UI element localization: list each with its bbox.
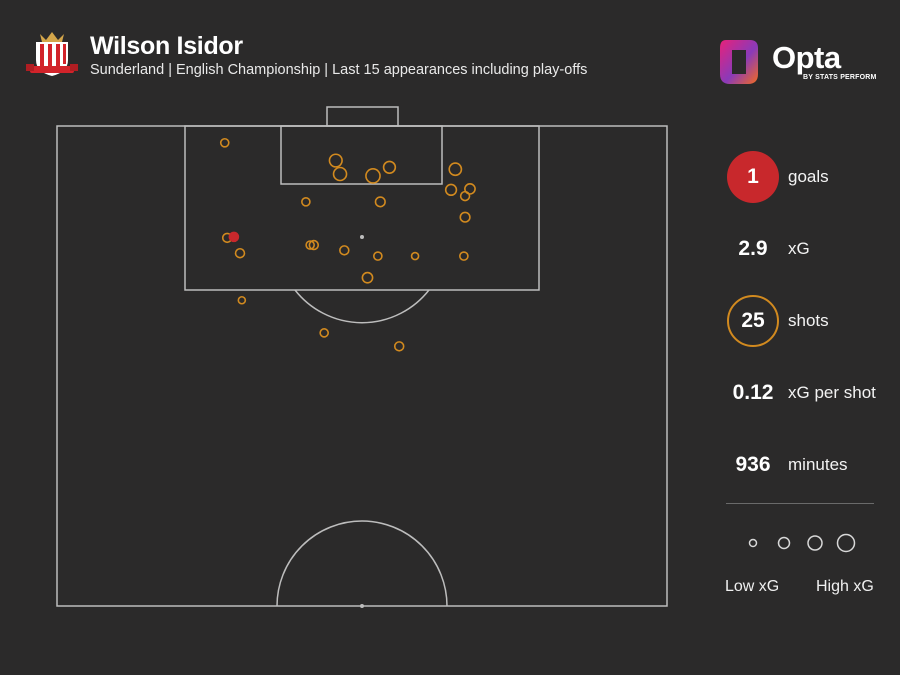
shot-marker [308,239,320,251]
sunderland-crest-icon [26,32,78,76]
penalty-area [184,125,540,291]
xg-per-shot-value: 0.12 [732,381,774,404]
page-title: Wilson Isidor [90,32,243,60]
pitch-outline [56,125,668,607]
stat-goals: 1 goals [724,151,894,207]
minutes-label: minutes [788,455,848,474]
divider [726,503,874,504]
shot-marker [459,251,469,261]
shot-marker [361,271,374,284]
shots-badge [727,295,779,347]
shots-label: shots [788,311,829,330]
shot-marker [237,295,247,305]
shot-marker [332,166,348,182]
legend-low-label: Low xG [725,578,780,595]
page-subtitle: Sunderland | English Championship | Last… [90,62,588,78]
shots-layer [219,137,476,352]
shot-marker [444,183,458,197]
legend-circle-medium-high [807,535,823,551]
stat-xg: 2.9 xG [724,223,894,279]
minutes-value: 936 [735,453,771,476]
shot-marker [459,190,471,202]
header: Wilson Isidor Sunderland | English Champ… [0,0,900,100]
penalty-arc [294,289,430,324]
xg-size-legend [748,533,856,553]
shot-marker [319,328,330,338]
stat-shots: 25 shots [724,295,894,351]
shot-marker [393,341,405,352]
goal [326,106,399,127]
shot-marker [339,245,350,256]
opta-wordmark: Opta [772,40,841,75]
shot-marker [328,153,343,168]
centre-circle [276,520,448,607]
shot-marker [459,211,471,223]
xg-value: 2.9 [738,237,768,260]
shot-marker [219,137,230,148]
xg-per-shot-label: xG per shot [788,383,876,402]
shot-marker [234,247,246,259]
shot-marker [410,251,420,261]
shot-marker [374,196,386,208]
goal-shot-marker [228,231,240,243]
xg-label: xG [788,239,810,258]
opta-byline: BY STATS PERFORM [803,74,877,81]
legend-high-label: High xG [816,578,874,595]
legend-circle-low [748,538,758,548]
stat-minutes: 936 minutes [724,439,894,495]
centre-spot [360,604,364,608]
legend-circle-medium-low [777,536,791,550]
goals-value: 1 [747,165,759,188]
shot-marker [365,168,381,184]
legend-circle-high [836,533,856,553]
shots-value: 25 [741,309,765,332]
stat-xg-per-shot: 0.12 xG per shot [724,367,894,423]
six-yard-box [280,125,443,185]
shot-marker [382,160,397,174]
shot-marker [464,182,476,195]
shot-marker [373,251,383,261]
shot-marker [305,240,315,250]
penalty-spot [360,235,364,239]
shot-marker [301,197,311,207]
shot-marker [448,162,463,177]
goals-badge [727,151,779,203]
opta-logo-icon [720,40,758,84]
goals-label: goals [788,167,829,186]
